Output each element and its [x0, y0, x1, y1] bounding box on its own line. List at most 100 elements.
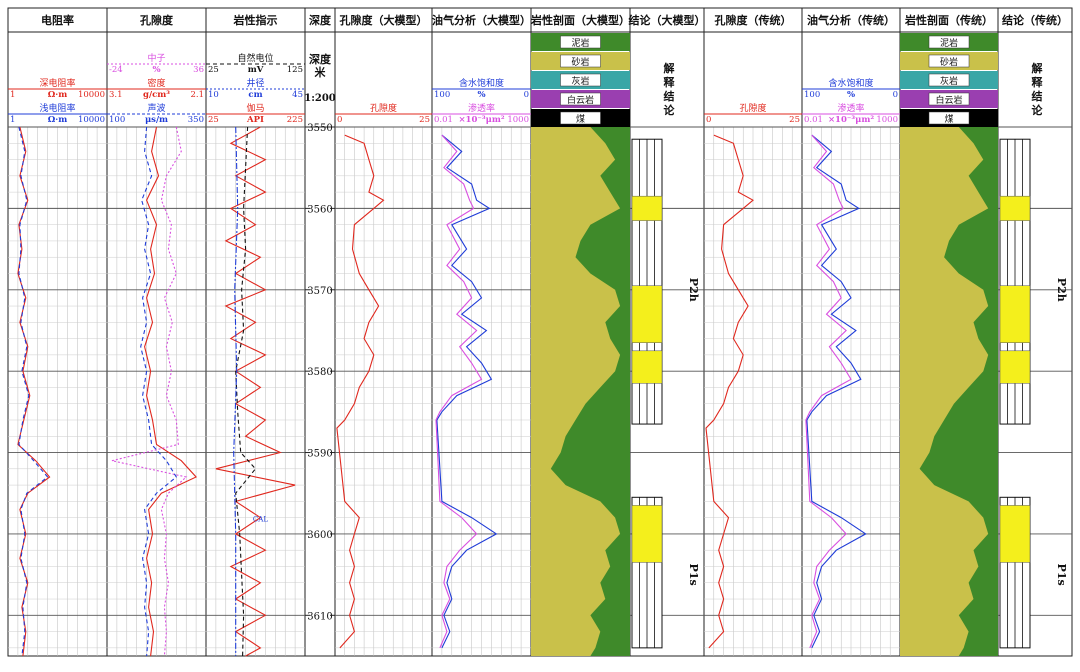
water-sat-trad-scale-unit: %	[847, 90, 855, 100]
lith-legend-box	[928, 92, 970, 106]
curve-resistivity	[18, 126, 49, 657]
permeability-scale-max: 1000	[507, 115, 529, 125]
column-title-depth: 深度	[309, 13, 332, 27]
deep-res-scale-min: 1	[10, 90, 15, 100]
deep-res-scale-name: 深电阻率	[39, 77, 75, 89]
lith-legend-label: 砂岩	[571, 56, 589, 68]
density-scale-min: 3.1	[109, 90, 123, 100]
deep-res-scale-max: 10000	[78, 90, 105, 100]
depth-tick-label: 3570	[307, 286, 332, 297]
density-scale-max: 2.1	[190, 90, 204, 100]
shallow-res-scale-unit: Ω·m	[48, 115, 68, 125]
permeability-scale-min: 0.01	[434, 115, 453, 125]
lith-legend-label: 白云岩	[567, 94, 594, 106]
gamma-scale-name: 伽马	[246, 102, 264, 114]
caliper-scale-unit: cm	[248, 90, 262, 100]
column-title-porosity_large_model: 孔隙度（大模型）	[340, 13, 428, 27]
cal-label: CAL	[253, 516, 268, 524]
column-title-lith_profile_large_model: 岩性剖面（大模型）	[530, 13, 630, 27]
lith-legend-box	[560, 73, 601, 87]
lith-legend-box	[928, 35, 970, 49]
lith-legend-label: 泥岩	[571, 37, 589, 49]
sonic-scale-name: 声波	[147, 102, 165, 114]
lith-legend-box	[928, 111, 970, 125]
permeability-trad-scale-min: 0.01	[804, 115, 823, 125]
pay-zone	[631, 195, 663, 221]
neutron-scale-unit: %	[152, 65, 160, 75]
permeability-trad-scale-unit: ×10⁻³μm²	[828, 115, 874, 125]
gamma-scale-max: 225	[287, 115, 303, 125]
pay-zone	[999, 195, 1031, 221]
curve-lithology_indicator	[235, 126, 257, 657]
curve-oil_gas_traditional	[806, 134, 867, 649]
track-grid	[335, 126, 432, 656]
formation-label: P1s	[1055, 564, 1068, 586]
depth-tick-label: 3600	[307, 530, 332, 541]
formation-label: P2h	[1055, 278, 1068, 302]
lith-legend-label: 砂岩	[940, 56, 958, 68]
column-title-conclusion_large_model: 结论（大模型）	[628, 13, 706, 27]
curve-lithology_indicator	[215, 126, 296, 657]
permeability-trad-scale-max: 1000	[876, 115, 898, 125]
water-sat-trad-scale-name: 含水饱和度	[828, 77, 873, 89]
depth-tick-label: 3560	[307, 204, 332, 215]
gamma-scale-unit: API	[246, 115, 264, 125]
curve-porosity_large_model	[336, 134, 385, 649]
sp-scale-name: 自然电位	[237, 52, 273, 64]
water-sat-scale-min: 100	[434, 90, 450, 100]
column-title-lithology_indicator: 岩性指示	[233, 13, 278, 27]
depth-unit-label: 深度	[309, 52, 332, 66]
depth-scale-label: 1:200	[304, 93, 336, 104]
track-grid	[802, 126, 900, 656]
track-grid	[704, 126, 802, 656]
sp-scale-max: 125	[287, 65, 303, 75]
caliper-scale-min: 10	[208, 90, 219, 100]
water-sat-scale-name: 含水饱和度	[459, 77, 504, 89]
gamma-scale-min: 25	[208, 115, 219, 125]
permeability-scale-unit: ×10⁻³μm²	[458, 115, 504, 125]
conclusion-header-char: 论	[664, 103, 676, 117]
sp-scale-unit: mV	[248, 65, 264, 75]
track-grid	[206, 126, 305, 656]
neutron-scale-max: 36	[193, 65, 204, 75]
porosity-trad-scale-max: 25	[789, 115, 800, 125]
column-title-oil_gas_large_model: 油气分析（大模型）	[432, 13, 531, 27]
column-title-porosity: 孔隙度	[140, 13, 174, 27]
column-title-oil_gas_traditional: 油气分析（传统）	[807, 13, 895, 27]
column-title-porosity_traditional: 孔隙度（传统）	[715, 13, 792, 27]
porosity-trad-scale-name: 孔隙度	[739, 102, 766, 114]
water-sat-trad-scale-min: 100	[804, 90, 820, 100]
formation-label: P2h	[687, 278, 700, 302]
deep-res-scale-unit: Ω·m	[48, 90, 68, 100]
neutron-scale-name: 中子	[147, 52, 165, 64]
conclusion-header-char: 结	[663, 89, 675, 103]
porosity-scale-max: 25	[419, 115, 430, 125]
conclusion-header-char: 解	[1032, 61, 1043, 75]
conclusion-header-char: 结	[1031, 89, 1043, 103]
lith-legend-box	[560, 92, 601, 106]
sand-fill	[531, 127, 621, 656]
permeability-trad-scale-name: 渗透率	[837, 102, 864, 114]
water-sat-scale-max: 0	[524, 90, 529, 100]
depth-tick-label: 3550	[307, 123, 332, 134]
curve-oil_gas_large_model	[436, 134, 498, 649]
water-sat-trad-scale-max: 0	[893, 90, 898, 100]
shallow-res-scale-name: 浅电阻率	[39, 102, 75, 114]
caliper-scale-max: 45	[292, 90, 303, 100]
neutron-scale-min: -24	[109, 65, 123, 75]
curve-resistivity	[17, 126, 51, 657]
pay-zone	[631, 285, 663, 343]
density-scale-unit: g/cm³	[143, 90, 170, 100]
curve-lithology_indicator	[233, 126, 239, 656]
pay-zone	[999, 505, 1031, 563]
conclusion-header-char: 释	[1032, 75, 1044, 89]
pay-zone	[631, 505, 663, 563]
density-scale-name: 密度	[147, 77, 165, 89]
depth-tick-label: 3610	[307, 611, 332, 622]
lith-legend-label: 灰岩	[571, 75, 589, 87]
porosity-trad-scale-min: 0	[706, 115, 711, 125]
curve-oil_gas_large_model	[435, 134, 483, 649]
porosity-scale-name: 孔隙度	[370, 102, 397, 114]
sonic-scale-unit: μs/m	[145, 115, 168, 125]
